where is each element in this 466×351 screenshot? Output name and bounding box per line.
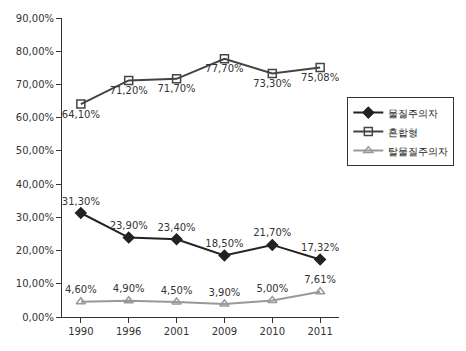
- svg-text:혼합형: 혼합형: [388, 127, 418, 138]
- svg-text:18,50%: 18,50%: [205, 238, 243, 249]
- svg-text:73,30%: 73,30%: [253, 78, 291, 89]
- svg-text:7,61%: 7,61%: [304, 274, 336, 285]
- svg-text:64,10%: 64,10%: [62, 109, 100, 120]
- svg-text:1996: 1996: [116, 326, 141, 337]
- svg-text:탈물질주의자: 탈물질주의자: [388, 146, 448, 157]
- svg-text:60,00%: 60,00%: [16, 112, 54, 123]
- svg-text:20,00%: 20,00%: [16, 245, 54, 256]
- svg-text:2001: 2001: [164, 326, 189, 337]
- svg-text:71,70%: 71,70%: [157, 83, 195, 94]
- svg-text:10,00%: 10,00%: [16, 278, 54, 289]
- svg-text:23,40%: 23,40%: [157, 222, 195, 233]
- svg-text:31,30%: 31,30%: [62, 196, 100, 207]
- svg-text:3,90%: 3,90%: [209, 287, 241, 298]
- svg-text:2010: 2010: [260, 326, 285, 337]
- svg-text:90,00%: 90,00%: [16, 13, 54, 24]
- svg-text:75,08%: 75,08%: [301, 72, 339, 83]
- svg-text:4,50%: 4,50%: [161, 285, 193, 296]
- svg-text:0,00%: 0,00%: [22, 312, 54, 323]
- svg-text:2009: 2009: [212, 326, 237, 337]
- svg-text:50,00%: 50,00%: [16, 145, 54, 156]
- svg-text:1990: 1990: [68, 326, 93, 337]
- svg-text:4,60%: 4,60%: [65, 284, 97, 295]
- svg-text:77,70%: 77,70%: [205, 63, 243, 74]
- svg-text:물질주의자: 물질주의자: [388, 108, 438, 119]
- svg-text:23,90%: 23,90%: [110, 220, 148, 231]
- svg-text:5,00%: 5,00%: [256, 283, 288, 294]
- svg-text:17,32%: 17,32%: [301, 242, 339, 253]
- svg-text:80,00%: 80,00%: [16, 46, 54, 57]
- svg-text:40,00%: 40,00%: [16, 179, 54, 190]
- svg-text:21,70%: 21,70%: [253, 227, 291, 238]
- svg-text:70,00%: 70,00%: [16, 79, 54, 90]
- svg-text:2011: 2011: [307, 326, 332, 337]
- svg-text:30,00%: 30,00%: [16, 212, 54, 223]
- svg-text:71,20%: 71,20%: [110, 85, 148, 96]
- svg-text:4,90%: 4,90%: [113, 283, 145, 294]
